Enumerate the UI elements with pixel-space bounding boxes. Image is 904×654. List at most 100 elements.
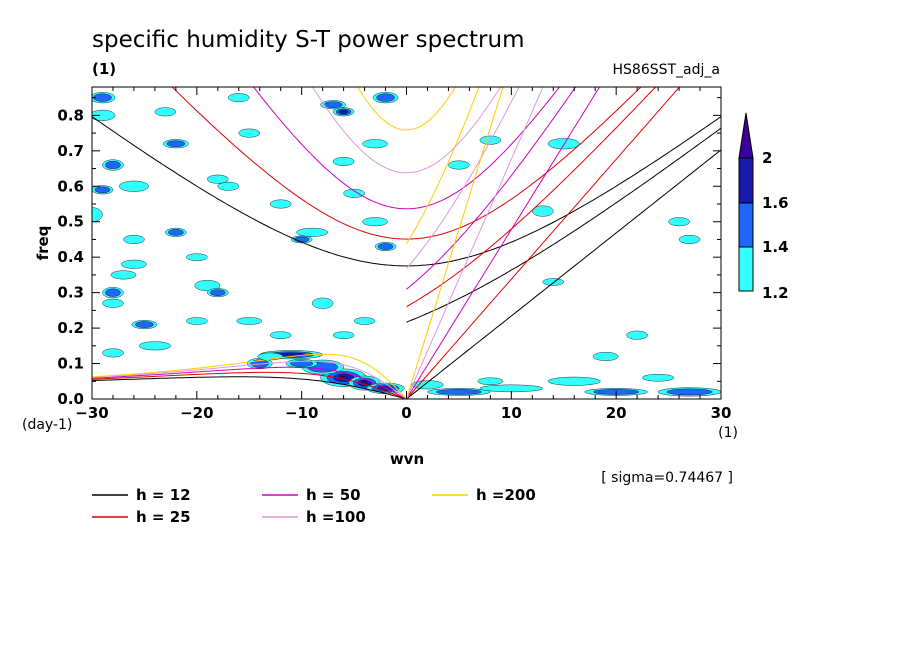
colorbar-label: 1.6 [762, 194, 789, 212]
x-axis: −30 −20 −10 0 10 20 30 [75, 87, 731, 422]
legend-label: h = 12 [136, 486, 191, 504]
kelvin-wave-curve [406, 87, 601, 399]
contour-blob [236, 317, 263, 325]
y-axis-label: freq [34, 226, 52, 261]
colorbar-segment [738, 202, 754, 248]
mrg-wave-curve [406, 127, 721, 323]
legend-label: h = 25 [136, 508, 191, 526]
contour-blob [592, 352, 619, 361]
contour-blob [186, 253, 208, 261]
sigma-note: [ sigma=0.74467 ] [601, 470, 733, 486]
x-tick-label: −10 [285, 404, 318, 422]
contour-blob [105, 288, 121, 297]
y-axis-unit: (day-1) [22, 417, 72, 433]
contour-blob [105, 160, 121, 170]
contour-blob [119, 180, 149, 192]
legend-label: h =100 [306, 508, 366, 526]
x-tick-label: −30 [75, 404, 108, 422]
y-tick-label: 0.0 [57, 390, 84, 408]
contour-blob [166, 140, 186, 147]
gravity-wave-curve [311, 87, 502, 174]
rossby-wave-curve [92, 360, 407, 399]
gravity-wave-curve [252, 87, 561, 210]
contour-blob [270, 331, 292, 339]
colorbar-segment [738, 246, 754, 292]
contour-blob [547, 376, 601, 386]
contour-blob [138, 341, 171, 351]
contour-blob [377, 243, 394, 250]
contour-blob [311, 297, 334, 309]
contour-blob [92, 207, 103, 222]
contour-blob [154, 107, 177, 117]
contour-blob [666, 388, 713, 396]
kelvin-wave-curve [406, 87, 681, 399]
contour-blob [678, 234, 701, 244]
rossby-wave-curve [92, 353, 407, 399]
y-tick-label: 0.6 [57, 177, 84, 195]
kelvin-wave-curve [406, 87, 544, 399]
contour-blob [123, 234, 145, 244]
gravity-wave-curve [171, 87, 642, 240]
contour-blob [92, 109, 116, 121]
x-axis-label: wvn [390, 450, 424, 468]
contour-blob [332, 331, 355, 339]
gravity-wave-curve [357, 87, 456, 131]
contour-blob [270, 199, 292, 209]
x-tick-label: 10 [501, 404, 522, 422]
rossby-wave-curve [92, 376, 407, 399]
contour-blob [94, 186, 111, 194]
contour-fills [92, 92, 721, 397]
x-axis-unit: (1) [718, 425, 738, 441]
contour-blob [323, 101, 343, 108]
contour-blob [532, 205, 554, 217]
contour-blob [332, 156, 355, 166]
top-left-unit: (1) [92, 60, 116, 78]
contour-blob [93, 93, 112, 102]
legend-label: h =200 [476, 486, 536, 504]
dispersion-curves [92, 87, 721, 399]
contour-blob [542, 278, 564, 286]
kelvin-wave-curve [406, 149, 721, 399]
y-tick-label: 0.8 [57, 106, 84, 124]
rossby-wave-curve [92, 371, 407, 399]
colorbar: 1.2 1.4 1.6 2 [738, 112, 789, 302]
contour-blob [102, 298, 124, 308]
colorbar-segment [738, 157, 754, 204]
y-axis: 0.0 0.1 0.2 0.3 0.4 0.5 0.6 0.7 0.8 [57, 97, 721, 408]
mrg-wave-curve [406, 87, 520, 269]
contour-blob [207, 174, 229, 184]
contour-blob [376, 93, 395, 102]
mrg-wave-curve [406, 87, 480, 244]
chart-title: specific humidity S-T power spectrum [92, 27, 524, 53]
rossby-wave-curve [92, 366, 407, 399]
contour-blob [642, 373, 675, 382]
contour-blob [547, 138, 580, 150]
y-tick-label: 0.3 [57, 284, 84, 302]
x-tick-label: −20 [180, 404, 213, 422]
contour-blob [210, 289, 226, 296]
mrg-wave-curve [406, 87, 577, 290]
colorbar-label: 1.4 [762, 238, 789, 256]
contour-blob [668, 217, 690, 227]
contour-blob [110, 270, 137, 280]
contour-blob [626, 330, 648, 340]
legend: h = 12 h = 25 h = 50 h =100 h =200 [92, 486, 536, 526]
contour-blob [186, 317, 208, 325]
contour-blob [411, 380, 444, 390]
contour-blob [121, 259, 147, 269]
contour-blob [477, 377, 504, 386]
colorbar-label: 1.2 [762, 284, 789, 302]
mrg-wave-curve [406, 87, 657, 308]
contour-blob [353, 317, 376, 325]
contour-blob [343, 188, 365, 198]
contour-blob [448, 160, 470, 170]
contour-blob [296, 227, 329, 237]
contour-blob [135, 321, 154, 328]
contour-blob [238, 128, 260, 138]
contour-blob [436, 389, 482, 395]
x-tick-label: 0 [401, 404, 411, 422]
run-label: HS86SST_adj_a [613, 62, 721, 78]
contour-blob [362, 217, 388, 227]
legend-label: h = 50 [306, 486, 361, 504]
